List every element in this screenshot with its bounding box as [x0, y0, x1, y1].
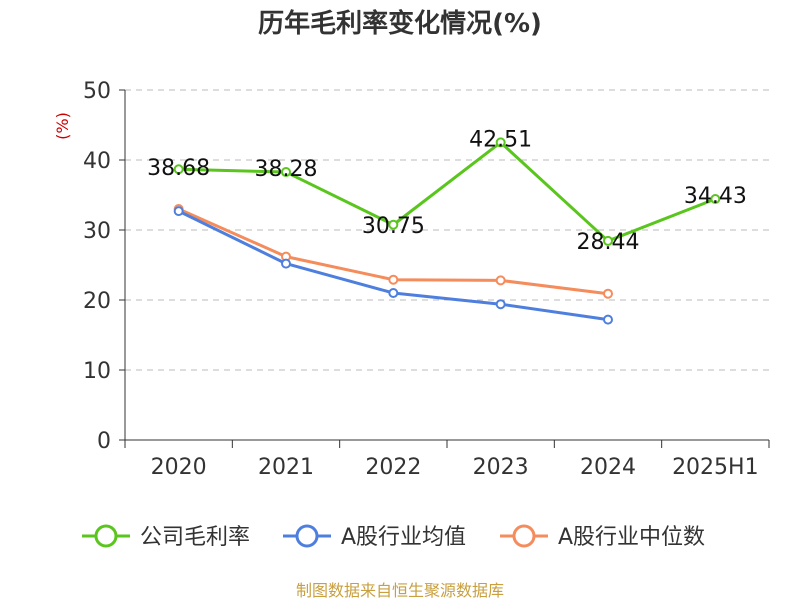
grid-lines: [125, 89, 769, 371]
legend: 公司毛利率 A股行业均值 A股行业中位数: [82, 524, 705, 550]
y-tick-label: 50: [83, 79, 111, 104]
legend-label: 公司毛利率: [140, 525, 250, 550]
legend-label: A股行业均值: [341, 525, 466, 550]
x-tick-label: 2021: [258, 455, 314, 480]
data-point: [603, 288, 613, 299]
y-tick-label: 30: [83, 219, 111, 244]
x-tick-label: 2025H1: [672, 455, 759, 480]
data-point: [173, 206, 184, 217]
axes: 0 10 20 30 40 50 2020 2021 2022 2023 2024 2025H1: [83, 79, 770, 480]
legend-item: 公司毛利率: [82, 524, 250, 550]
data-label: 34.43: [684, 184, 747, 209]
series-lines: [173, 137, 721, 325]
data-point: [388, 274, 399, 285]
x-tick-label: 2022: [365, 455, 421, 480]
data-point: [495, 137, 506, 148]
x-tick-label: 2020: [151, 455, 207, 480]
data-point: [495, 275, 506, 286]
legend-marker: [94, 524, 118, 548]
chart-title: 历年毛利率变化情况(%): [258, 8, 542, 39]
y-axis-label: (%): [53, 112, 72, 140]
legend-marker: [295, 524, 319, 548]
legend-label: A股行业中位数: [558, 525, 705, 550]
y-tick-label: 10: [83, 359, 111, 384]
data-point: [495, 299, 506, 310]
data-label: 38.28: [255, 157, 318, 182]
data-point: [388, 288, 399, 298]
data-label: 42.51: [469, 127, 532, 152]
data-point: [281, 167, 291, 178]
data-point: [388, 219, 399, 230]
data-label: 38.68: [147, 156, 210, 181]
legend-item: A股行业中位数: [500, 524, 705, 550]
data-label: 30.75: [362, 214, 425, 239]
y-tick-label: 20: [83, 289, 111, 314]
source-note: 制图数据来自恒生聚源数据库: [296, 581, 504, 600]
data-point: [281, 258, 291, 269]
legend-marker: [512, 524, 536, 548]
data-point: [603, 235, 613, 246]
y-tick-label: 0: [97, 429, 111, 454]
data-labels: 38.68 38.28 30.75 42.51 28.44 34.43: [147, 127, 747, 254]
data-point: [603, 314, 613, 325]
x-tick-label: 2024: [580, 455, 636, 480]
x-tick-label: 2023: [473, 455, 529, 480]
data-label: 28.44: [577, 230, 640, 255]
series-line-0: [178, 140, 716, 243]
y-tick-label: 40: [83, 149, 111, 174]
data-point: [173, 164, 184, 175]
data-point: [710, 193, 721, 204]
legend-item: A股行业均值: [283, 524, 466, 550]
